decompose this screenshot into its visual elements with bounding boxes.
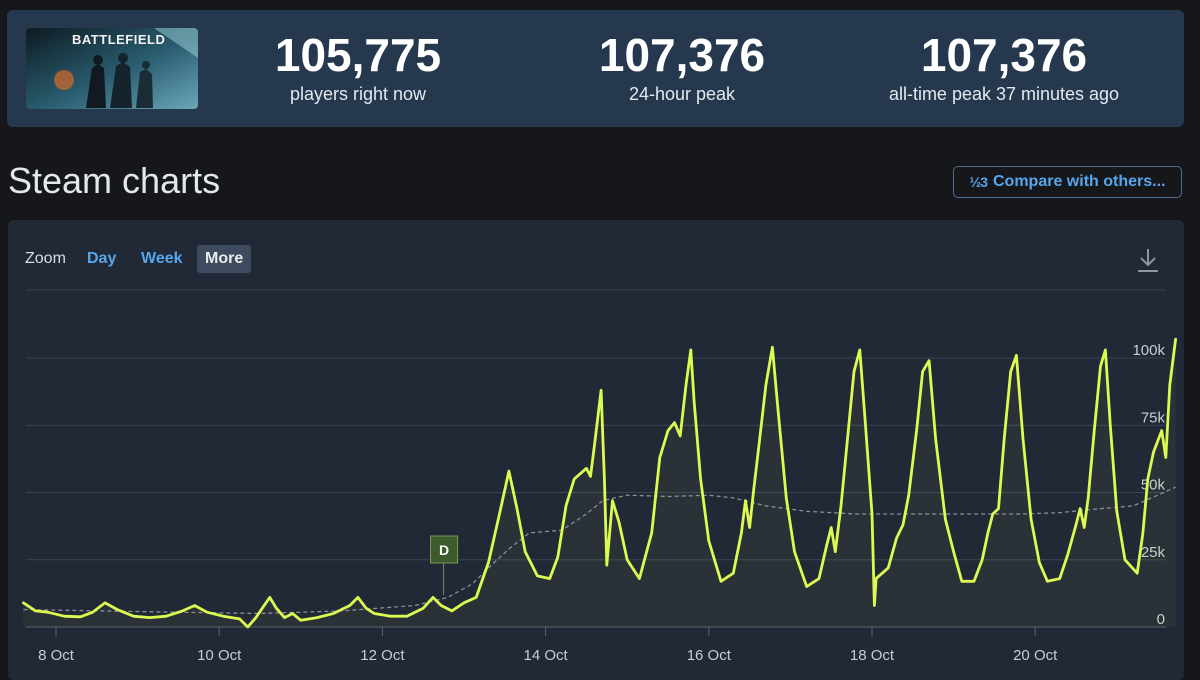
y-tick-label: 75k [1141,409,1166,426]
game-banner[interactable]: BATTLEFIELD [26,28,198,109]
all-time-peak-stat: 107,376 all-time peak 37 minutes ago [854,28,1154,106]
all-time-peak-label: all-time peak 37 minutes ago [888,84,1120,104]
fraction-icon: ½3 [969,174,988,190]
peak-24h-label: 24-hour peak [628,84,736,104]
zoom-label: Zoom [25,250,66,267]
current-players-label: players right now [289,84,427,104]
annotation-label: D [439,542,449,558]
annotation-flag[interactable] [430,535,459,564]
compare-button[interactable]: ½3 Compare with others... [953,166,1182,198]
x-axis: 8 Oct 10 Oct 12 Oct 14 Oct 16 Oct 18 Oct 20 Oc… [38,627,1058,664]
all-time-peak-value: 107,376 [920,29,1088,81]
x-tick-label: 20 Oct [1013,647,1058,664]
y-tick-label: 100k [1132,342,1165,359]
game-banner-art [26,28,198,109]
current-players-value: 105,775 [274,29,442,81]
peak-24h-value: 107,376 [598,29,766,81]
x-tick-label: 8 Oct [38,647,75,664]
y-tick-label: 25k [1141,544,1166,561]
x-tick-label: 14 Oct [524,647,569,664]
average-series-line [23,486,1176,615]
banner-title: BATTLEFIELD [72,32,166,47]
players-series-line [22,337,1177,629]
stats-card: BATTLEFIELD 105,775 players right now 10… [7,10,1184,127]
zoom-day-button[interactable]: Day [87,250,117,267]
download-icon[interactable] [1136,247,1160,273]
chart-panel [8,220,1184,680]
x-tick-label: 12 Oct [360,647,405,664]
chart-gridlines [26,289,1166,628]
chart-annotations: D [430,535,459,595]
x-tick-label: 10 Oct [197,647,242,664]
peak-24h-stat: 107,376 24-hour peak [532,28,832,106]
current-players-stat: 105,775 players right now [208,28,508,106]
x-tick-label: 16 Oct [687,647,732,664]
zoom-week-button[interactable]: Week [141,250,183,267]
y-tick-label: 0 [1157,611,1165,628]
chart-series [22,337,1177,629]
compare-button-label: Compare with others... [993,173,1166,190]
players-area [23,339,1176,627]
zoom-more-button[interactable]: More [197,245,252,273]
page-title: Steam charts [8,160,221,201]
x-tick-label: 18 Oct [850,647,895,664]
